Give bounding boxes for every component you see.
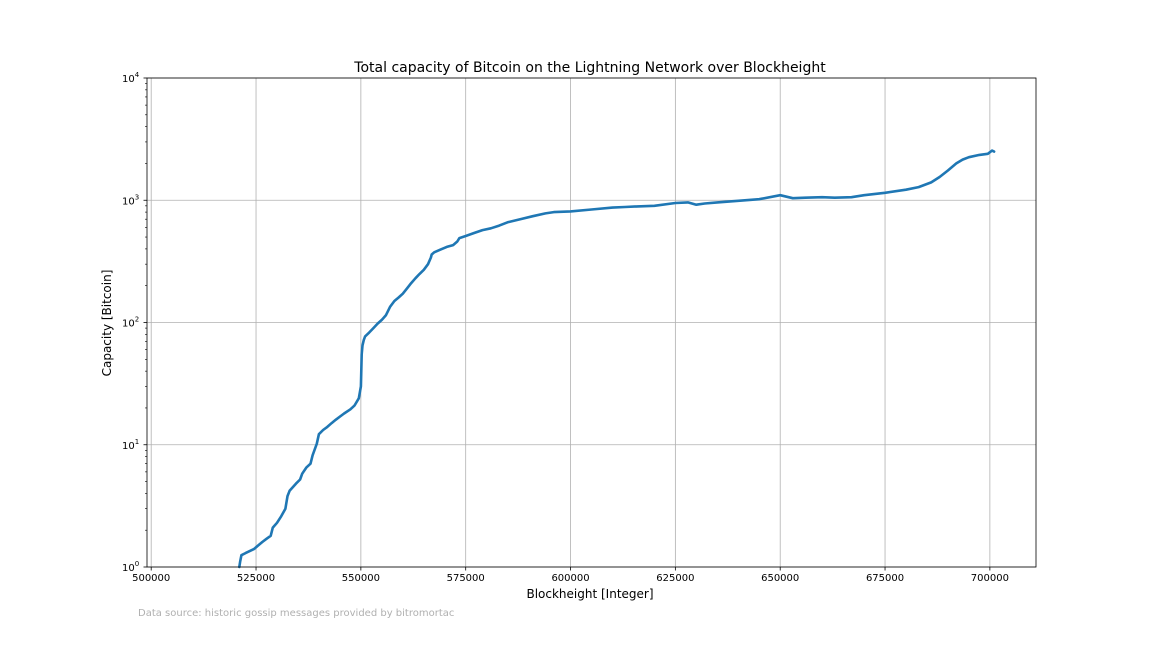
data-series [238, 149, 996, 569]
x-tick-label: 700000 [971, 573, 1009, 584]
chart-title: Total capacity of Bitcoin on the Lightni… [353, 60, 826, 76]
y-tick-label: 102 [122, 316, 139, 330]
x-tick-labels: 500000 525000 550000 575000 600000 625000 6500… [132, 573, 1009, 584]
axis-ticks [143, 77, 991, 571]
x-tick-label: 500000 [132, 573, 170, 584]
x-axis-label: Blockheight [Integer] [526, 587, 653, 601]
y-tick-label: 100 [122, 560, 139, 574]
x-tick-label: 600000 [551, 573, 589, 584]
x-tick-label: 550000 [342, 573, 380, 584]
x-tick-label: 525000 [237, 573, 275, 584]
y-tick-label: 103 [122, 193, 139, 207]
y-tick-label: 101 [122, 438, 139, 452]
x-tick-label: 650000 [761, 573, 799, 584]
y-axis-label: Capacity [Bitcoin] [100, 270, 114, 377]
x-tick-label: 675000 [866, 573, 904, 584]
data-source-note: Data source: historic gossip messages pr… [138, 608, 454, 619]
capacity-line [238, 149, 996, 569]
x-tick-label: 575000 [447, 573, 485, 584]
y-tick-label: 104 [122, 71, 140, 85]
y-tick-labels: 100 101 102 103 104 [122, 71, 140, 574]
x-tick-label: 625000 [656, 573, 694, 584]
